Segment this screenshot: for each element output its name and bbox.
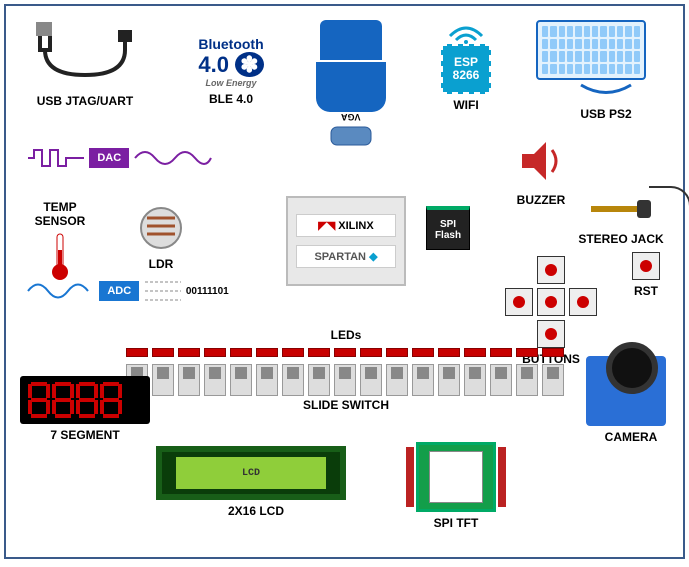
ldr-icon — [139, 206, 183, 250]
tft-icon — [416, 442, 496, 512]
usb-jtag-block: USB JTAG/UART — [20, 20, 150, 108]
bluetooth-icon: Bluetooth 4.0 ✽ Low Energy — [176, 36, 286, 88]
slide-switch-15[interactable] — [516, 364, 538, 396]
led-7 — [308, 348, 330, 357]
tft-block: SPI TFT — [406, 442, 506, 530]
led-0 — [126, 348, 148, 357]
led-5 — [256, 348, 278, 357]
button-down[interactable] — [537, 320, 565, 348]
ble-block: Bluetooth 4.0 ✽ Low Energy BLE 4.0 — [176, 36, 286, 106]
led-15 — [516, 348, 538, 357]
slide-switch-11[interactable] — [412, 364, 434, 396]
thermometer-icon — [45, 232, 75, 282]
leds-label: LEDs — [306, 328, 386, 342]
wifi-icon: ESP 8266 — [426, 20, 506, 94]
slide-switch-13[interactable] — [464, 364, 486, 396]
led-12 — [438, 348, 460, 357]
button-left[interactable] — [505, 288, 533, 316]
lcd-icon: LCD — [156, 446, 346, 500]
adc-chip-icon: ADC — [99, 281, 139, 301]
slide-switch-9[interactable] — [360, 364, 382, 396]
slide-switch-5[interactable] — [256, 364, 278, 396]
dac-chip-icon: DAC — [89, 148, 129, 168]
slide-switch-4[interactable] — [230, 364, 252, 396]
usb-cable-icon — [20, 20, 150, 90]
camera-icon — [586, 356, 666, 426]
seven-segment-icon — [20, 376, 150, 424]
slide-switch-14[interactable] — [490, 364, 512, 396]
led-3 — [204, 348, 226, 357]
led-11 — [412, 348, 434, 357]
led-2 — [178, 348, 200, 357]
led-13 — [464, 348, 486, 357]
jack-icon — [591, 206, 651, 212]
slide-switch-8[interactable] — [334, 364, 356, 396]
stereo-block: STEREO JACK — [566, 186, 676, 246]
fpga-block: ◤◥ XILINX SPARTAN ◆ — [286, 196, 406, 286]
spi-flash-chip-icon: SPI Flash — [426, 206, 470, 250]
ble-label: BLE 4.0 — [176, 92, 286, 106]
wifi-block: ESP 8266 WIFI — [426, 20, 506, 112]
led-8 — [334, 348, 356, 357]
slide-switch-3[interactable] — [204, 364, 226, 396]
led-1 — [152, 348, 174, 357]
led-10 — [386, 348, 408, 357]
vga-icon: VGA — [306, 20, 396, 152]
keyboard-icon — [536, 20, 646, 80]
dac-block: DAC — [26, 146, 226, 170]
led-14 — [490, 348, 512, 357]
usbps2-label: USB PS2 — [536, 107, 676, 121]
fpga-chip-icon: ◤◥ XILINX SPARTAN ◆ — [286, 196, 406, 286]
spi-flash-block: SPI Flash — [426, 206, 486, 250]
button-up[interactable] — [537, 256, 565, 284]
buzzer-icon — [516, 136, 566, 186]
slide-switch-10[interactable] — [386, 364, 408, 396]
slide-label: SLIDE SWITCH — [286, 398, 406, 412]
led-4 — [230, 348, 252, 357]
adc-block: ADC 00111101 — [26, 276, 256, 306]
usb-jtag-label: USB JTAG/UART — [20, 94, 150, 108]
esp-chip-icon: ESP 8266 — [441, 44, 491, 94]
led-16 — [542, 348, 564, 357]
camera-block: CAMERA — [586, 356, 676, 444]
board-diagram: USB JTAG/UART Bluetooth 4.0 ✽ Low Energy… — [4, 4, 685, 559]
slide-switch-2[interactable] — [178, 364, 200, 396]
button-center[interactable] — [537, 288, 565, 316]
seven-seg-block: 7 SEGMENT — [20, 376, 150, 442]
temp-block: TEMP SENSOR — [20, 196, 100, 285]
switch-row — [126, 364, 564, 396]
led-9 — [360, 348, 382, 357]
slide-switch-6[interactable] — [282, 364, 304, 396]
usbps2-block: USB PS2 — [536, 20, 676, 121]
ldr-block: LDR — [126, 206, 196, 271]
wifi-label: WIFI — [426, 98, 506, 112]
slide-switch-16[interactable] — [542, 364, 564, 396]
led-6 — [282, 348, 304, 357]
lcd-block: LCD 2X16 LCD — [156, 446, 356, 518]
vga-block: VGA — [306, 20, 396, 152]
rst-block: RST — [626, 252, 666, 298]
button-right[interactable] — [569, 288, 597, 316]
led-row — [126, 348, 564, 357]
slide-switch-7[interactable] — [308, 364, 330, 396]
reset-button[interactable] — [632, 252, 660, 280]
slide-switch-1[interactable] — [152, 364, 174, 396]
slide-switch-12[interactable] — [438, 364, 460, 396]
